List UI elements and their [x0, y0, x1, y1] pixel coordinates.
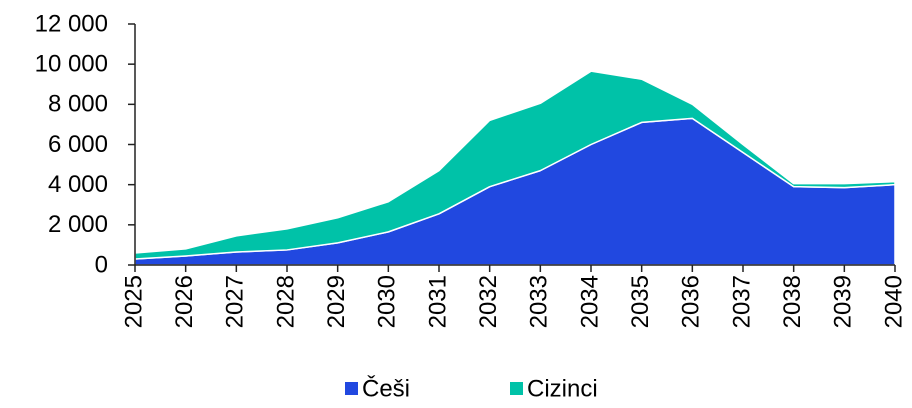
- x-tick-label: 2035: [627, 275, 654, 328]
- x-tick-label: 2029: [323, 275, 350, 328]
- area: [134, 70, 896, 260]
- y-tick-label: 8 000: [48, 91, 108, 118]
- y-tick-label: 10 000: [35, 51, 108, 78]
- y-tick-label: 12 000: [35, 10, 108, 37]
- legend-label: Češi: [362, 374, 410, 402]
- y-tick-label: 4 000: [48, 171, 108, 198]
- x-tick-label: 2030: [374, 275, 401, 328]
- y-tick-label: 6 000: [48, 131, 108, 158]
- y-tick-label: 2 000: [48, 211, 108, 238]
- legend-label: Cizinci: [527, 375, 598, 402]
- x-tick-label: 2033: [526, 275, 553, 328]
- x-tick-label: 2028: [272, 275, 299, 328]
- x-tick-label: 2025: [120, 275, 147, 328]
- x-tick-label: 2027: [222, 275, 249, 328]
- x-tick-label: 2038: [779, 275, 806, 328]
- x-tick-label: 2026: [171, 275, 198, 328]
- y-tick-label: 0: [95, 251, 108, 278]
- x-tick-label: 2037: [728, 275, 755, 328]
- legend-swatch: [510, 382, 523, 395]
- x-tick-label: 2032: [475, 275, 502, 328]
- x-tick-label: 2031: [424, 275, 451, 328]
- x-tick-label: 2036: [678, 275, 705, 328]
- legend-swatch: [345, 382, 358, 395]
- x-tick-label: 2040: [880, 275, 907, 328]
- x-tick-label: 2039: [830, 275, 857, 328]
- x-tick-label: 2034: [576, 275, 603, 328]
